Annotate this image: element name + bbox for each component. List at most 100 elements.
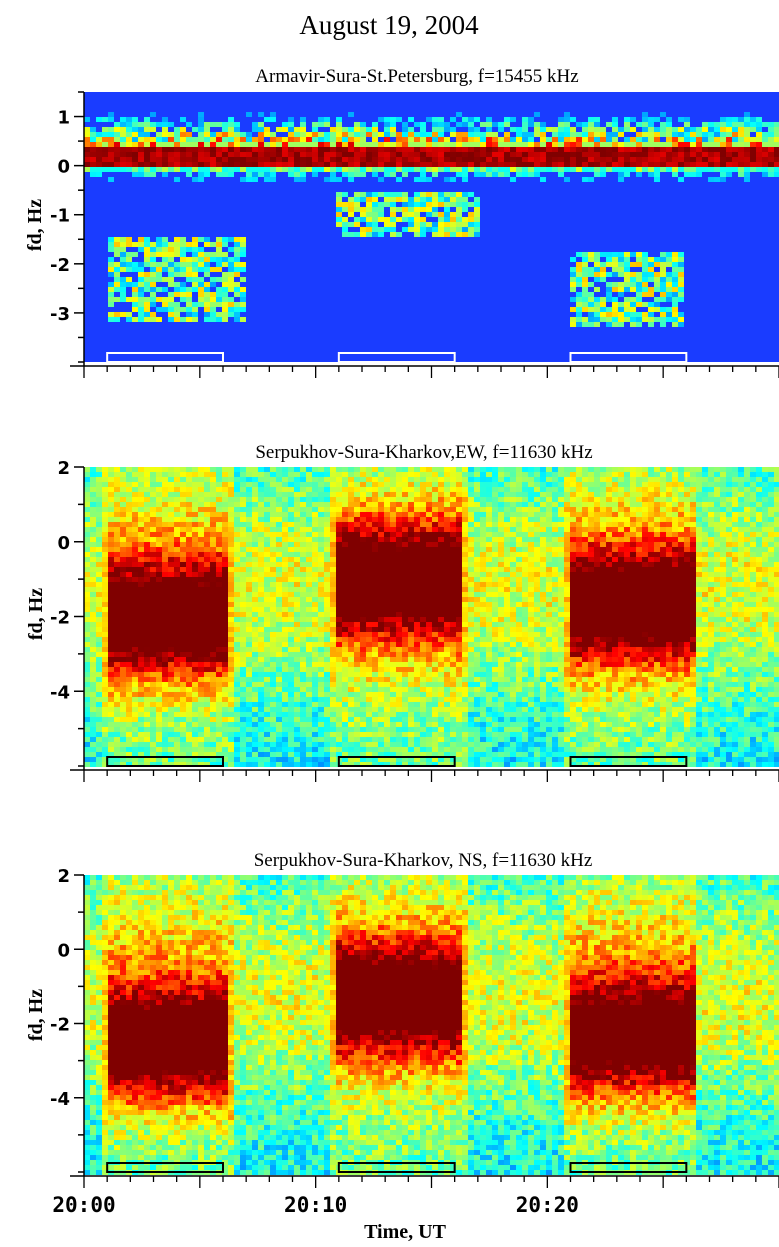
heatmap-cell <box>474 162 480 167</box>
heatmap-cell <box>198 552 204 557</box>
heatmap-cell <box>354 582 360 587</box>
heatmap-cell <box>324 572 330 577</box>
heatmap-cell <box>360 727 366 732</box>
heatmap-cell <box>312 497 318 502</box>
heatmap-cell <box>282 627 288 632</box>
heatmap-cell <box>426 162 432 167</box>
heatmap-cell <box>228 587 234 592</box>
heatmap-cell <box>132 267 138 272</box>
heatmap-cell <box>150 552 156 557</box>
heatmap-cell <box>156 252 162 257</box>
heatmap-cell <box>138 682 144 687</box>
heatmap-cell <box>210 747 216 752</box>
heatmap-cell <box>126 582 132 587</box>
heatmap-cell <box>186 592 192 597</box>
heatmap-cell <box>300 622 306 627</box>
heatmap-cell <box>318 717 324 722</box>
heatmap-cell <box>114 712 120 717</box>
heatmap-cell <box>636 312 642 317</box>
heatmap-cell <box>186 642 192 647</box>
heatmap-cell <box>138 157 144 162</box>
heatmap-cell <box>666 317 672 322</box>
heatmap-cell <box>294 532 300 537</box>
heatmap-cell <box>582 132 588 137</box>
heatmap-cell <box>306 592 312 597</box>
heatmap-cell <box>612 262 618 267</box>
heatmap-cell <box>372 702 378 707</box>
heatmap-cell <box>174 747 180 752</box>
heatmap-cell <box>300 677 306 682</box>
heatmap-cell <box>402 132 408 137</box>
heatmap-cell <box>90 127 96 132</box>
heatmap-cell <box>198 667 204 672</box>
heatmap-cell <box>594 132 600 137</box>
heatmap-cell <box>234 617 240 622</box>
heatmap-cell <box>390 172 396 177</box>
heatmap-cell <box>234 142 240 147</box>
heatmap-cell <box>624 172 630 177</box>
heatmap-cell <box>90 742 96 747</box>
heatmap-cell <box>612 122 618 127</box>
heatmap-cell <box>678 257 684 262</box>
heatmap-cell <box>186 492 192 497</box>
heatmap-cell <box>168 677 174 682</box>
heatmap-cell <box>234 542 240 547</box>
heatmap-cell <box>366 212 372 217</box>
heatmap-cell <box>132 482 138 487</box>
heatmap-cell <box>114 717 120 722</box>
heatmap-cell <box>474 202 480 207</box>
heatmap-cell <box>186 497 192 502</box>
heatmap-cell <box>108 477 114 482</box>
heatmap-cell <box>354 172 360 177</box>
heatmap-cell <box>330 547 336 552</box>
heatmap-cell <box>264 627 270 632</box>
heatmap-cell <box>234 152 240 157</box>
heatmap-cell <box>204 132 210 137</box>
heatmap-cell <box>558 152 564 157</box>
heatmap-cell <box>600 147 606 152</box>
heatmap-cell <box>126 467 132 472</box>
heatmap-cell <box>318 732 324 737</box>
heatmap-cell <box>246 527 252 532</box>
heatmap-cell <box>714 137 720 142</box>
heatmap-cell <box>132 467 138 472</box>
heatmap-cell <box>108 642 114 647</box>
heatmap-cell <box>312 132 318 137</box>
heatmap-cell <box>648 117 654 122</box>
heatmap-cell <box>276 637 282 642</box>
heatmap-cell <box>636 302 642 307</box>
heatmap-cell <box>192 542 198 547</box>
heatmap-cell <box>282 747 288 752</box>
heatmap-cell <box>276 162 282 167</box>
heatmap-cell <box>456 142 462 147</box>
heatmap-cell <box>726 147 732 152</box>
heatmap-cell <box>336 727 342 732</box>
heatmap-cell <box>180 482 186 487</box>
heatmap-cell <box>90 652 96 657</box>
heatmap-cell <box>714 132 720 137</box>
heatmap-cell <box>162 527 168 532</box>
heatmap-cell <box>270 752 276 757</box>
heatmap-cell <box>180 532 186 537</box>
heatmap-cell <box>366 572 372 577</box>
heatmap-cell <box>120 472 126 477</box>
heatmap-cell <box>768 162 774 167</box>
heatmap-cell <box>384 137 390 142</box>
heatmap-cell <box>300 727 306 732</box>
heatmap-cell <box>714 157 720 162</box>
heatmap-cell <box>240 677 246 682</box>
heatmap-cell <box>126 647 132 652</box>
heatmap-cell <box>672 172 678 177</box>
heatmap-cell <box>228 612 234 617</box>
heatmap-cell <box>210 647 216 652</box>
heatmap-cell <box>390 192 396 197</box>
heatmap-cell <box>276 157 282 162</box>
heatmap-cell <box>354 712 360 717</box>
heatmap-cell <box>330 747 336 752</box>
heatmap-cell <box>594 157 600 162</box>
heatmap-cell <box>108 582 114 587</box>
heatmap-cell <box>186 247 192 252</box>
heatmap-cell <box>156 627 162 632</box>
heatmap-cell <box>546 147 552 152</box>
heatmap-cell <box>138 282 144 287</box>
